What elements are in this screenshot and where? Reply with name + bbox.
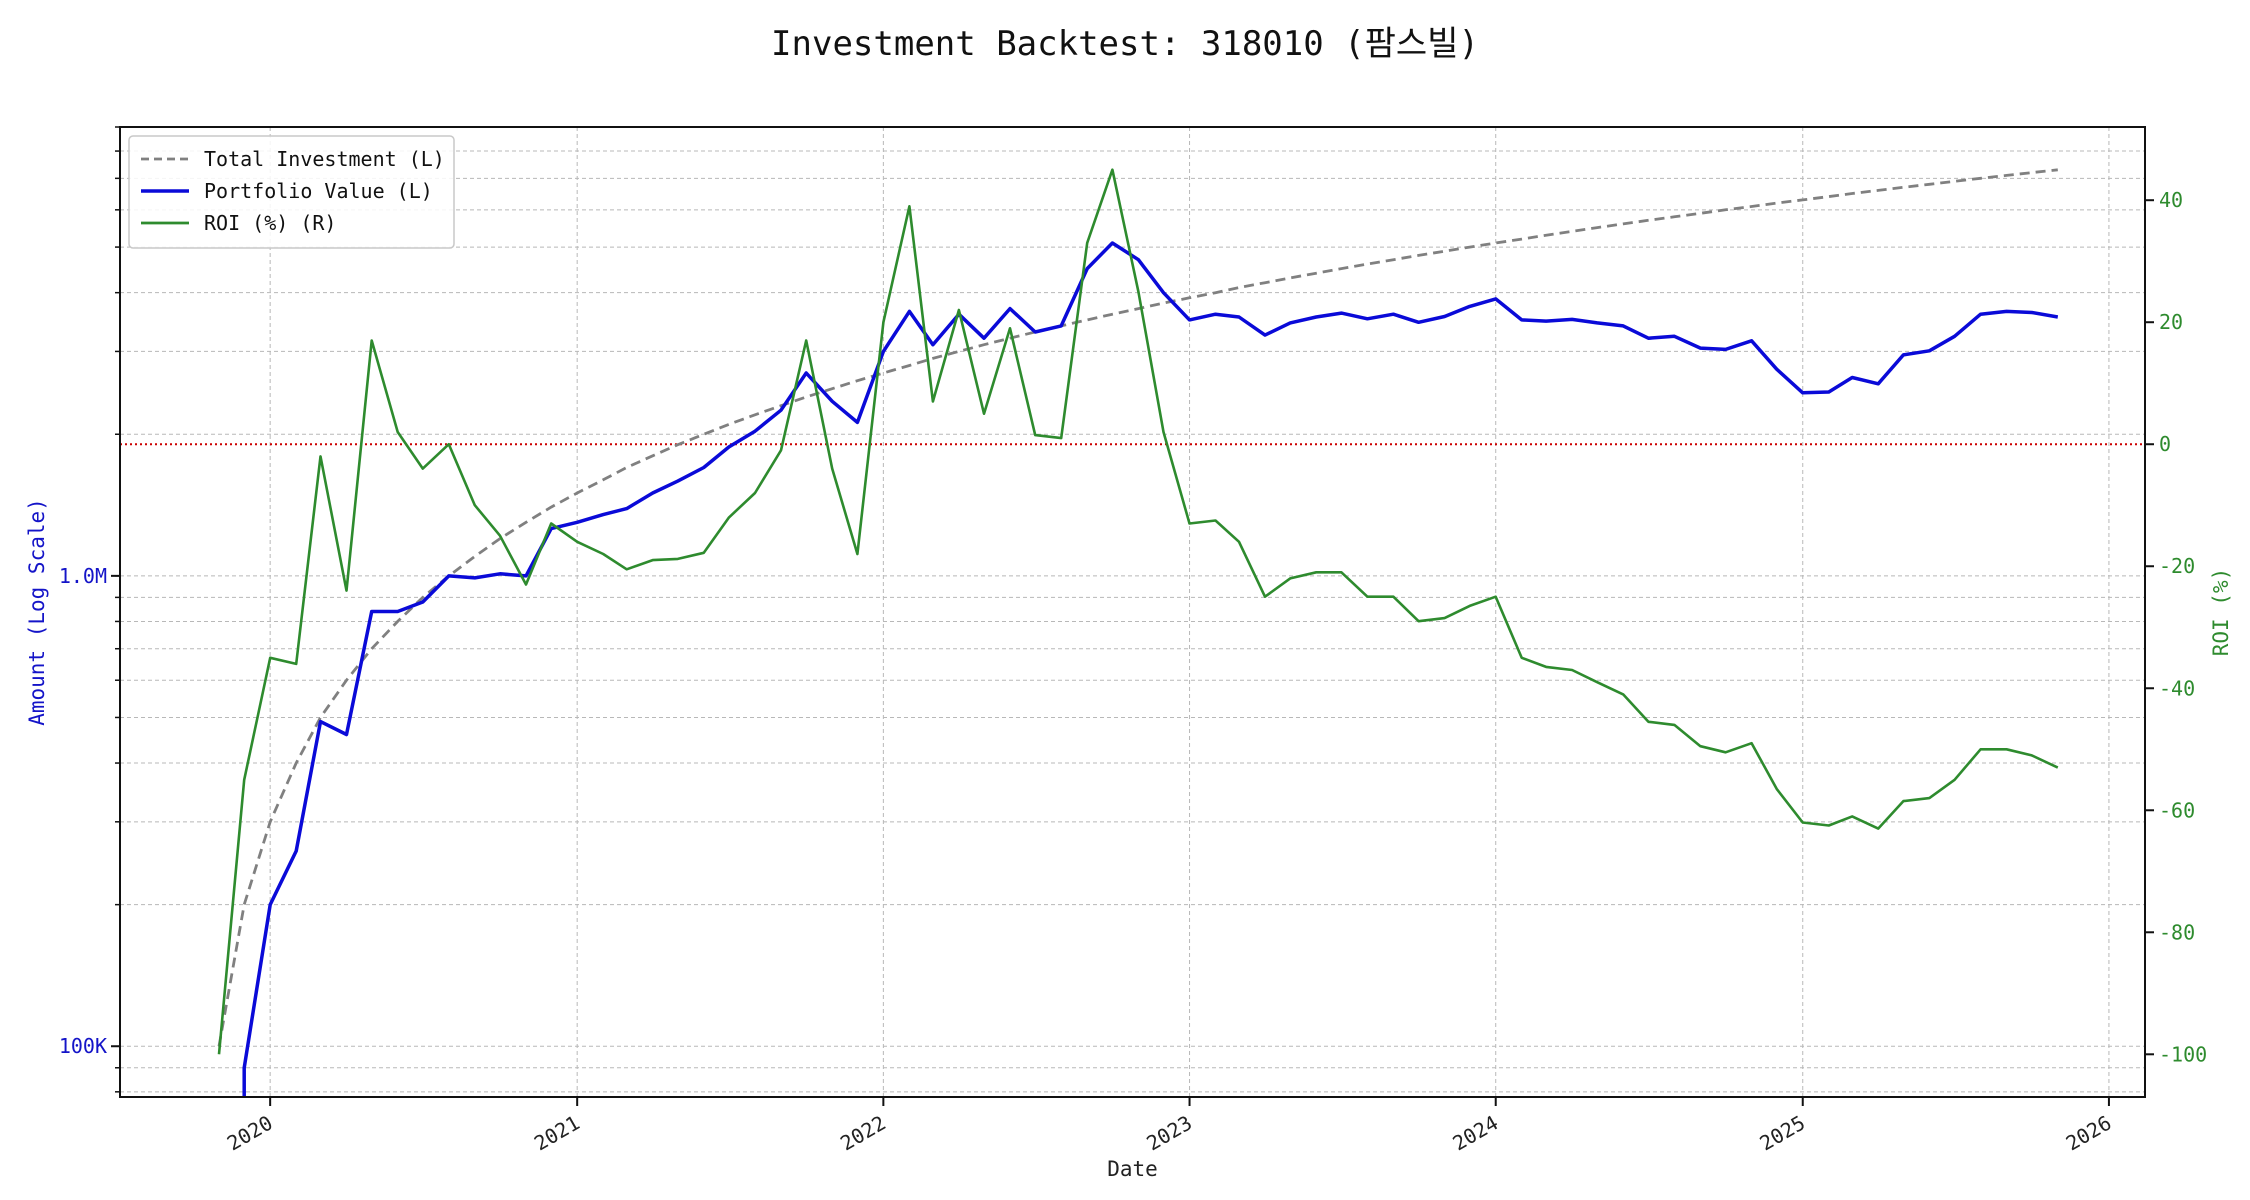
right-tick-label: 0 bbox=[2159, 432, 2171, 456]
right-tick-label: -40 bbox=[2159, 676, 2195, 700]
right-axis-ticks: 40 20 0 -20 -40 -60 -80 -100 bbox=[2145, 188, 2207, 1066]
right-tick-label: -20 bbox=[2159, 554, 2195, 578]
portfolio-value-line bbox=[242, 241, 2059, 1097]
chart-title: Investment Backtest: 318010 (팜스빌) bbox=[771, 24, 1479, 64]
legend-label: Total Investment (L) bbox=[204, 147, 445, 171]
right-axis-label: ROI (%) bbox=[2209, 568, 2233, 657]
plot-frame bbox=[119, 126, 2146, 1098]
x-tick-label: 2023 bbox=[1142, 1111, 1196, 1156]
legend-label: ROI (%) (R) bbox=[204, 211, 336, 235]
x-tick-label: 2020 bbox=[223, 1111, 277, 1156]
x-tick-label: 2022 bbox=[836, 1111, 890, 1156]
right-tick-label: 20 bbox=[2159, 310, 2183, 334]
right-tick-label: -100 bbox=[2159, 1042, 2207, 1066]
x-tick-label: 2021 bbox=[530, 1111, 584, 1156]
left-axis-label: Amount (Log Scale) bbox=[25, 498, 49, 726]
x-tick-label: 2026 bbox=[2062, 1111, 2116, 1156]
right-tick-label: 40 bbox=[2159, 188, 2183, 212]
right-tick-label: -80 bbox=[2159, 920, 2195, 944]
grid-lines bbox=[120, 126, 2145, 1097]
roi-line bbox=[217, 168, 2059, 1055]
x-axis-label: Date bbox=[1107, 1157, 1158, 1181]
x-axis-ticks: 2020 2021 2022 2023 2024 2025 2026 bbox=[223, 1097, 2115, 1155]
right-tick-label: -60 bbox=[2159, 798, 2195, 822]
total-investment-line bbox=[217, 168, 2058, 1047]
left-tick-label: 1.0M bbox=[59, 564, 107, 588]
legend: Total Investment (L) Portfolio Value (L) R… bbox=[128, 135, 455, 249]
x-tick-label: 2024 bbox=[1449, 1111, 1503, 1156]
legend-box bbox=[128, 135, 455, 249]
legend-label: Portfolio Value (L) bbox=[204, 179, 433, 203]
left-tick-label: 100K bbox=[59, 1034, 107, 1058]
left-axis-ticks: 100K 1.0M bbox=[59, 126, 120, 1093]
x-tick-label: 2025 bbox=[1756, 1111, 1810, 1156]
